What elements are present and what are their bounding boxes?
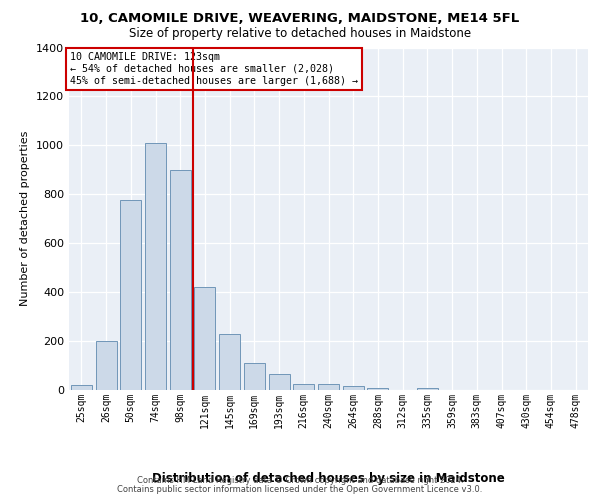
- Text: 10 CAMOMILE DRIVE: 123sqm
← 54% of detached houses are smaller (2,028)
45% of se: 10 CAMOMILE DRIVE: 123sqm ← 54% of detac…: [70, 52, 358, 86]
- Bar: [293, 384, 314, 390]
- Bar: [71, 385, 92, 390]
- Text: Contains HM Land Registry data © Crown copyright and database right 2024.: Contains HM Land Registry data © Crown c…: [137, 476, 463, 485]
- Bar: [367, 388, 388, 390]
- Text: 10, CAMOMILE DRIVE, WEAVERING, MAIDSTONE, ME14 5FL: 10, CAMOMILE DRIVE, WEAVERING, MAIDSTONE…: [80, 12, 520, 26]
- Y-axis label: Number of detached properties: Number of detached properties: [20, 131, 31, 306]
- Text: Size of property relative to detached houses in Maidstone: Size of property relative to detached ho…: [129, 28, 471, 40]
- Bar: [219, 334, 240, 390]
- Bar: [145, 143, 166, 390]
- Bar: [95, 341, 116, 390]
- Bar: [120, 200, 141, 390]
- Text: Contains public sector information licensed under the Open Government Licence v3: Contains public sector information licen…: [118, 485, 482, 494]
- Bar: [194, 287, 215, 390]
- Bar: [244, 363, 265, 390]
- Bar: [417, 388, 438, 390]
- Bar: [343, 386, 364, 390]
- Bar: [170, 170, 191, 390]
- Bar: [318, 384, 339, 390]
- Bar: [269, 374, 290, 390]
- X-axis label: Distribution of detached houses by size in Maidstone: Distribution of detached houses by size …: [152, 472, 505, 486]
